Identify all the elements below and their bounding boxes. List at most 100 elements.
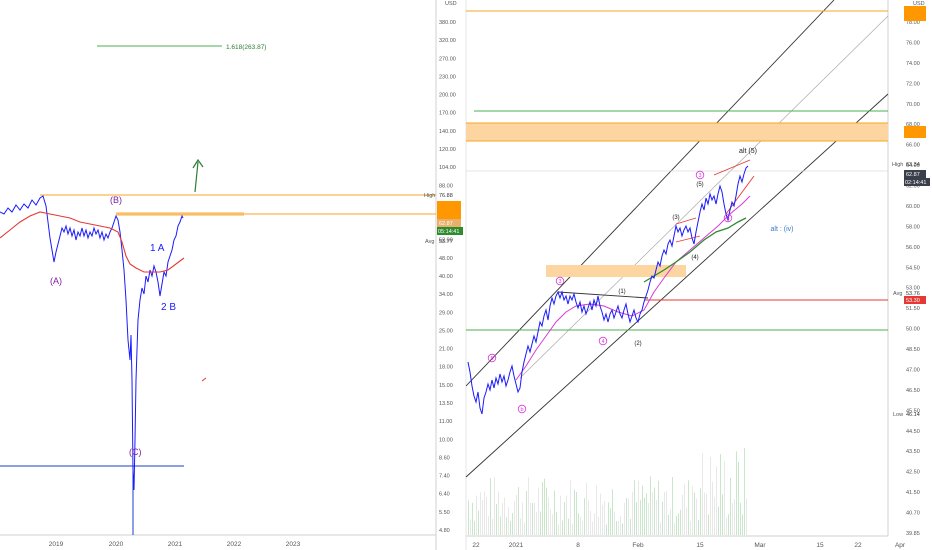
volume-bar [524,522,525,535]
volume-bar [662,501,663,535]
volume-bar [582,520,583,535]
volume-bar [586,482,587,535]
volume-bar [636,502,637,535]
volume-bar [680,509,681,535]
volume-bar [576,492,577,535]
wave-circle-text: 4 [601,339,604,345]
right-price-series[interactable] [467,165,749,415]
right-price-tick: 70.00 [906,102,920,108]
volume-bar [708,514,709,535]
wave-circle [555,276,565,286]
right-price-badge [904,170,926,178]
volume-bar [732,502,733,535]
left-avg-value: 53.77 [439,239,453,245]
wave-circle-text: 5 [490,356,493,362]
right-time-tick: Feb [632,542,644,549]
left-moving-average[interactable] [0,211,185,273]
orange-supply-zone[interactable] [466,123,888,141]
left-price-tick: 8.60 [439,455,450,461]
wave-label-3: (3) [672,215,679,221]
right-timer-value: 02:14:41 [905,180,926,186]
red-flag-top[interactable] [675,217,697,225]
volume-bar [644,497,645,535]
left-price-series[interactable] [0,195,184,491]
right-price-tick: 43.50 [906,449,920,455]
left-chart[interactable]: 1.618(263.87) (B) (A) (C) 1 A 2 B 2019 2… [0,0,463,550]
wave-circle [723,213,733,223]
orange-demand-zone[interactable] [546,265,686,277]
pink-moving-average[interactable] [515,195,751,381]
green-moving-average[interactable] [643,217,747,283]
right-price-tick: 46.50 [906,388,920,394]
left-orange-badge [437,201,461,219]
right-price-tick: 40.70 [906,511,920,517]
volume-bar [470,519,471,535]
right-price-tick: 76.00 [906,40,920,46]
left-price-tick: 7.40 [439,474,450,480]
volume-bar [532,503,533,535]
volume-bar [572,523,573,535]
left-price-tick: 18.00 [439,365,453,371]
left-price-value: 62.87 [439,221,453,227]
volume-bar [598,516,599,535]
right-price-tick: 68.00 [906,122,920,128]
volume-bar [480,492,481,535]
left-price-tick: 25.00 [439,328,453,334]
volume-bar [612,489,613,535]
volume-bar [604,501,605,535]
left-price-tick: 29.00 [439,310,453,316]
volume-bar [638,480,639,535]
left-price-tick: 320.00 [439,38,456,44]
right-price-tick: 54.50 [906,265,920,271]
right-price-tick: 45.50 [906,408,920,414]
volume-bar [716,466,717,535]
channel-upper-line[interactable] [465,0,835,387]
volume-bar [728,514,729,535]
volume-bar [568,518,569,535]
volume-bar [592,521,593,535]
left-high-badge [437,191,461,199]
right-high-label: High [892,162,903,168]
wave-label-a: (A) [50,276,62,286]
wave-1-trendline[interactable] [557,291,649,299]
volume-bar [722,494,723,535]
right-chart[interactable]: 5 b 3 4 3 4 (1) (2) (3) (4) (5) alt (5) … [465,0,930,550]
volume-bar [710,456,711,535]
volume-bar [702,453,703,535]
wave-label-2: (2) [634,341,641,347]
left-price-tick: 104.00 [439,165,456,171]
left-price-tick: 200.00 [439,93,456,99]
wave-label-5: (5) [696,182,703,188]
red-flag-bottom[interactable] [675,235,701,243]
right-price-tick: 72.00 [906,81,920,87]
right-zone-badge [904,126,926,138]
volume-bar [744,448,745,535]
volume-bar [640,500,641,535]
right-price-tick: 60.00 [906,204,920,210]
left-price-tick: 5.50 [439,510,450,516]
up-arrow-shaft [194,161,199,193]
volume-bar [632,491,633,535]
volume-bar [554,490,555,535]
volume-bar [608,502,609,535]
volume-bar [510,521,511,535]
left-high-value: 76.88 [439,193,453,199]
channel-lower-line[interactable] [465,93,889,478]
left-price-tick: 380.00 [439,20,456,26]
channel-median-line[interactable] [519,15,889,379]
left-price-tick: 34.00 [439,292,453,298]
volume-bar [502,502,503,535]
volume-bar [610,508,611,535]
volume-bar [682,495,683,535]
wave-circle-text: 3 [558,279,561,285]
volume-bar [486,497,487,535]
volume-bar [642,485,643,535]
right-price-tick: 62.00 [906,184,920,190]
volume-bar [474,521,475,535]
red-channel-top[interactable] [713,159,751,176]
volume-bar [600,493,601,535]
volume-bar [536,511,537,535]
volume-bar [660,522,661,535]
volume-bar [548,497,549,535]
